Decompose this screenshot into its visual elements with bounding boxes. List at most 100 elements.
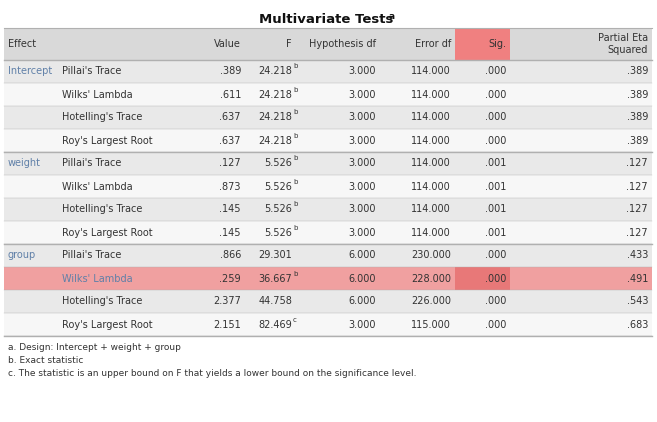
- Text: .000: .000: [485, 113, 506, 122]
- Text: 3.000: 3.000: [348, 135, 376, 146]
- Text: .000: .000: [485, 251, 506, 260]
- Text: Multivariate Tests: Multivariate Tests: [260, 13, 394, 26]
- Text: 29.301: 29.301: [258, 251, 292, 260]
- Text: Hotelling's Trace: Hotelling's Trace: [62, 113, 143, 122]
- Text: .389: .389: [627, 135, 648, 146]
- Text: .145: .145: [219, 205, 241, 214]
- Text: 114.000: 114.000: [411, 205, 451, 214]
- Text: 5.526: 5.526: [264, 181, 292, 192]
- Text: 3.000: 3.000: [348, 181, 376, 192]
- Bar: [4, 83, 652, 106]
- Text: b: b: [293, 63, 298, 70]
- Text: .637: .637: [219, 135, 241, 146]
- Text: .000: .000: [485, 89, 506, 100]
- Text: b: b: [293, 225, 298, 230]
- Text: Hypothesis df: Hypothesis df: [309, 39, 376, 49]
- Text: .001: .001: [485, 181, 506, 192]
- Text: 3.000: 3.000: [348, 205, 376, 214]
- Text: 6.000: 6.000: [348, 251, 376, 260]
- Text: Pillai's Trace: Pillai's Trace: [62, 159, 122, 168]
- Text: 3.000: 3.000: [348, 227, 376, 238]
- Text: b: b: [293, 155, 298, 162]
- Text: 6.000: 6.000: [348, 297, 376, 306]
- Text: .001: .001: [485, 205, 506, 214]
- Text: 114.000: 114.000: [411, 67, 451, 76]
- Bar: [4, 60, 652, 83]
- Bar: [4, 129, 652, 152]
- Text: 114.000: 114.000: [411, 89, 451, 100]
- Text: 5.526: 5.526: [264, 159, 292, 168]
- Text: F: F: [286, 39, 292, 49]
- Text: 2.377: 2.377: [213, 297, 241, 306]
- Text: a: a: [388, 12, 395, 21]
- Text: 114.000: 114.000: [411, 159, 451, 168]
- Text: Sig.: Sig.: [488, 39, 506, 49]
- Text: Roy's Largest Root: Roy's Largest Root: [62, 319, 152, 330]
- Text: .389: .389: [627, 113, 648, 122]
- Text: .433: .433: [627, 251, 648, 260]
- Text: .127: .127: [219, 159, 241, 168]
- Text: Value: Value: [214, 39, 241, 49]
- Text: b: b: [293, 109, 298, 116]
- Bar: [4, 244, 652, 267]
- Text: .001: .001: [485, 227, 506, 238]
- Text: weight: weight: [8, 159, 41, 168]
- Bar: [4, 28, 652, 60]
- Text: Roy's Largest Root: Roy's Largest Root: [62, 227, 152, 238]
- Text: 24.218: 24.218: [258, 135, 292, 146]
- Bar: [455, 28, 510, 60]
- Text: Partial Eta
Squared: Partial Eta Squared: [598, 33, 648, 55]
- Text: .000: .000: [485, 67, 506, 76]
- Text: Effect: Effect: [8, 39, 36, 49]
- Text: 114.000: 114.000: [411, 113, 451, 122]
- Text: .000: .000: [485, 273, 506, 284]
- Bar: [4, 175, 652, 198]
- Text: b. Exact statistic: b. Exact statistic: [8, 356, 83, 365]
- Bar: [4, 221, 652, 244]
- Text: 114.000: 114.000: [411, 227, 451, 238]
- Text: Error df: Error df: [415, 39, 451, 49]
- Text: 3.000: 3.000: [348, 159, 376, 168]
- Bar: [4, 267, 652, 290]
- Text: 5.526: 5.526: [264, 205, 292, 214]
- Text: b: b: [293, 133, 298, 138]
- Text: .683: .683: [627, 319, 648, 330]
- Text: b: b: [293, 271, 298, 276]
- Text: .611: .611: [219, 89, 241, 100]
- Text: 114.000: 114.000: [411, 181, 451, 192]
- Text: .145: .145: [219, 227, 241, 238]
- Bar: [455, 267, 510, 290]
- Text: .491: .491: [627, 273, 648, 284]
- Bar: [4, 290, 652, 313]
- Text: Wilks' Lambda: Wilks' Lambda: [62, 181, 133, 192]
- Text: .543: .543: [627, 297, 648, 306]
- Text: 44.758: 44.758: [258, 297, 292, 306]
- Text: .000: .000: [485, 297, 506, 306]
- Text: 24.218: 24.218: [258, 113, 292, 122]
- Text: 36.667: 36.667: [258, 273, 292, 284]
- Text: b: b: [293, 201, 298, 208]
- Bar: [4, 152, 652, 175]
- Text: Pillai's Trace: Pillai's Trace: [62, 251, 122, 260]
- Text: Intercept: Intercept: [8, 67, 53, 76]
- Text: 2.151: 2.151: [214, 319, 241, 330]
- Text: .127: .127: [626, 205, 648, 214]
- Text: 114.000: 114.000: [411, 135, 451, 146]
- Text: .866: .866: [219, 251, 241, 260]
- Text: 24.218: 24.218: [258, 67, 292, 76]
- Text: 115.000: 115.000: [411, 319, 451, 330]
- Text: Hotelling's Trace: Hotelling's Trace: [62, 297, 143, 306]
- Text: Roy's Largest Root: Roy's Largest Root: [62, 135, 152, 146]
- Text: a. Design: Intercept + weight + group: a. Design: Intercept + weight + group: [8, 343, 181, 352]
- Text: 230.000: 230.000: [411, 251, 451, 260]
- Text: .389: .389: [627, 89, 648, 100]
- Text: .389: .389: [627, 67, 648, 76]
- Text: c. The statistic is an upper bound on F that yields a lower bound on the signifi: c. The statistic is an upper bound on F …: [8, 369, 417, 378]
- Text: group: group: [8, 251, 36, 260]
- Text: b: b: [293, 179, 298, 184]
- Text: .259: .259: [219, 273, 241, 284]
- Text: 3.000: 3.000: [348, 89, 376, 100]
- Text: .000: .000: [485, 319, 506, 330]
- Text: .000: .000: [485, 135, 506, 146]
- Text: 3.000: 3.000: [348, 319, 376, 330]
